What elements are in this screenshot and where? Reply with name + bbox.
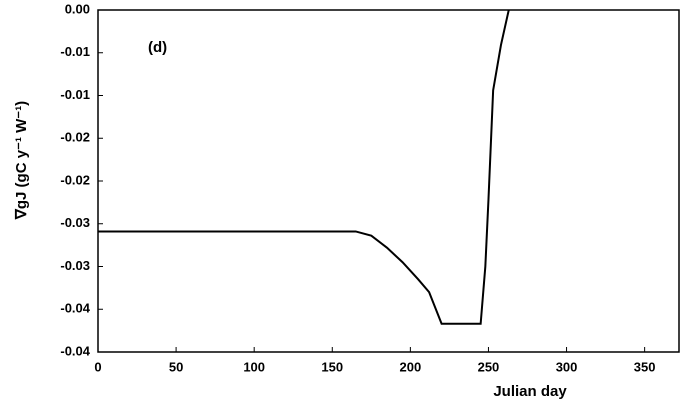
- y-tick-label: -0.02: [60, 130, 90, 145]
- y-tick-label: 0.00: [65, 1, 90, 16]
- y-tick-label: -0.03: [60, 258, 90, 273]
- x-tick-label: 200: [400, 359, 422, 374]
- x-tick-label: 150: [321, 359, 343, 374]
- x-tick-label: 0: [94, 359, 101, 374]
- plot-frame: [97, 9, 680, 353]
- x-axis-label: Julian day: [493, 383, 567, 400]
- x-tick-label: 300: [556, 359, 578, 374]
- x-tick-label: 350: [634, 359, 656, 374]
- y-axis-label: ∇gJ (gC y⁻¹ W⁻¹): [13, 101, 30, 220]
- annotation: (d): [148, 39, 167, 56]
- data-line: [98, 9, 510, 325]
- y-tick-label: -0.03: [60, 215, 90, 230]
- x-tick-label: 100: [243, 359, 265, 374]
- x-tick-label: 250: [478, 359, 500, 374]
- y-tick-label: -0.04: [60, 343, 90, 358]
- y-tick-label: -0.01: [60, 87, 90, 102]
- y-tick-label: -0.04: [60, 301, 90, 316]
- y-tick-label: -0.02: [60, 172, 90, 187]
- x-tick-label: 50: [169, 359, 183, 374]
- y-tick-label: -0.01: [60, 44, 90, 59]
